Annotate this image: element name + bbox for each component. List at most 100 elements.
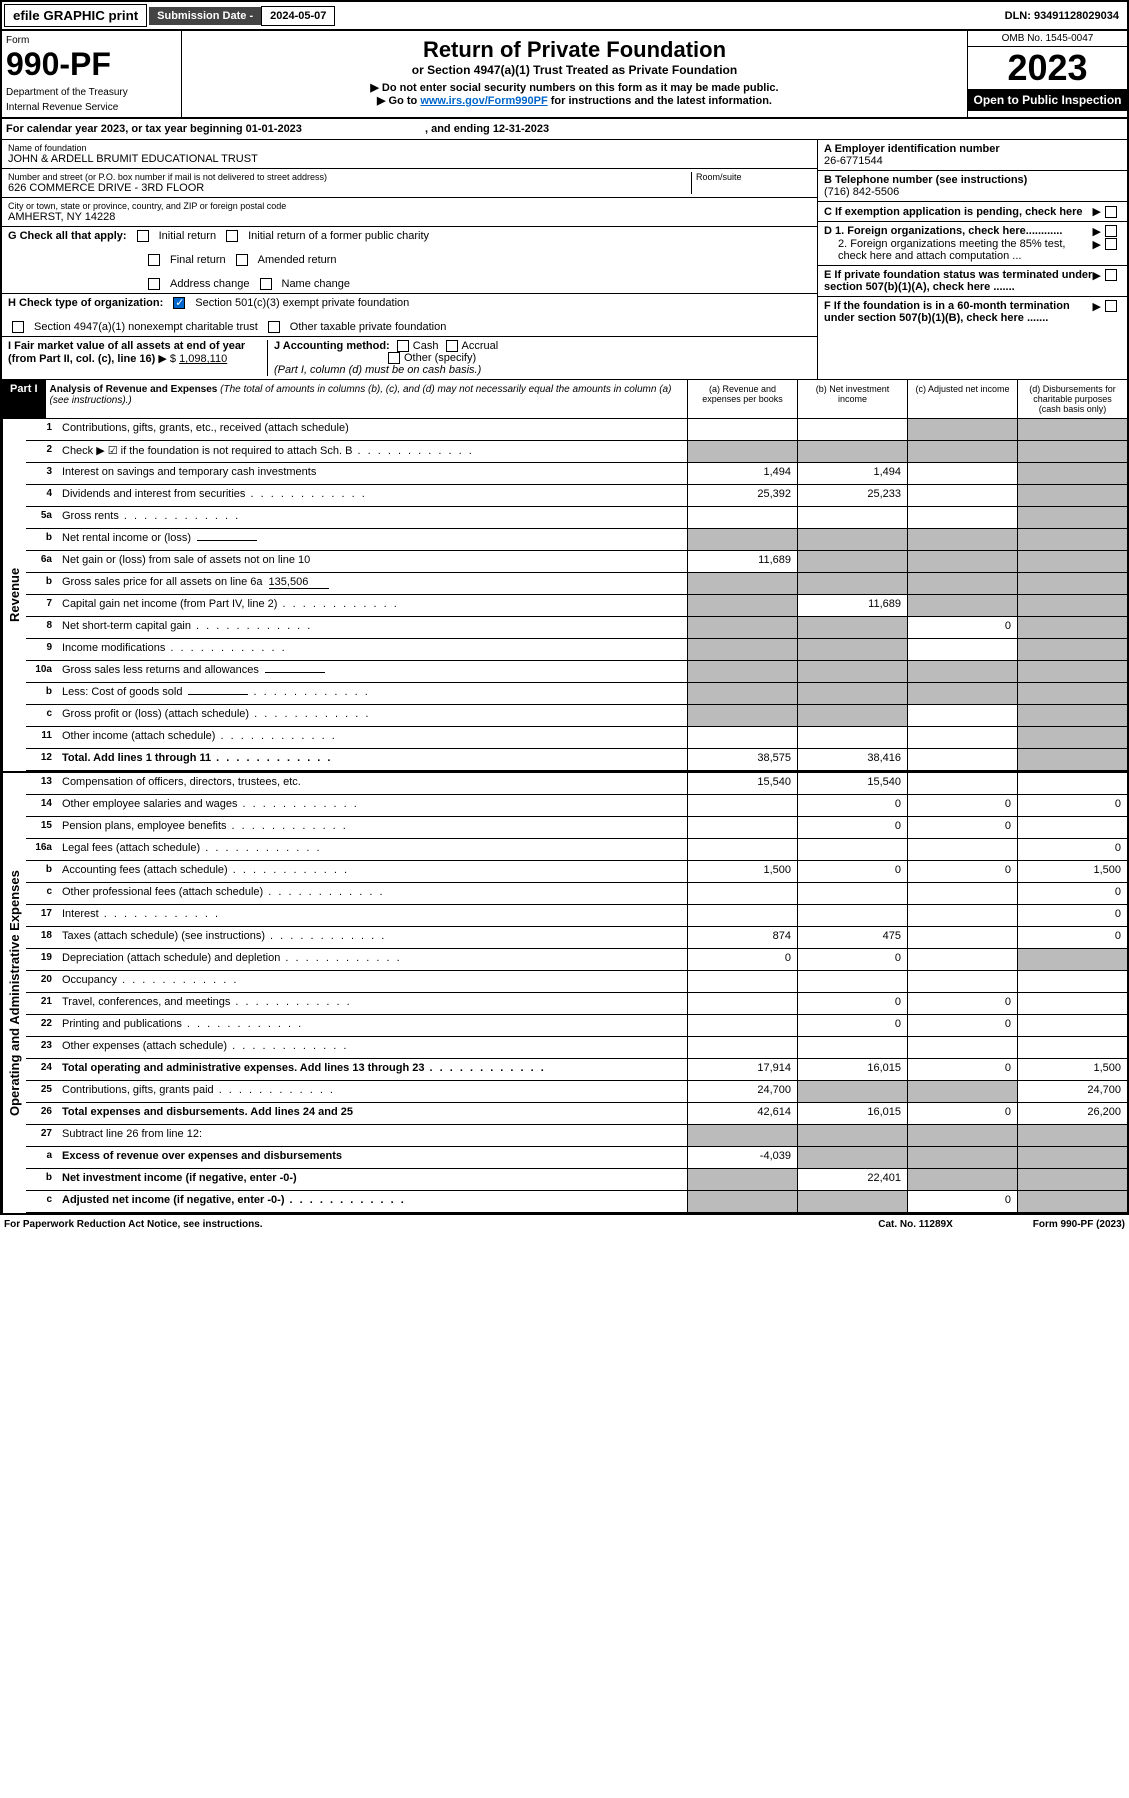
efile-print-button[interactable]: efile GRAPHIC print — [4, 4, 147, 27]
table-row: 11Other income (attach schedule) — [26, 727, 1127, 749]
data-cell — [687, 683, 797, 704]
data-cell: 11,689 — [797, 595, 907, 616]
line-number: 23 — [26, 1037, 58, 1058]
expenses-section: Operating and Administrative Expenses 13… — [2, 771, 1127, 1213]
data-cell — [797, 727, 907, 748]
data-cell — [1017, 1169, 1127, 1190]
data-cell — [1017, 705, 1127, 726]
checkbox-60-month[interactable] — [1105, 300, 1117, 312]
data-cell — [1017, 551, 1127, 572]
identity-row: Name of foundation JOHN & ARDELL BRUMIT … — [2, 140, 1127, 380]
data-cell: 25,392 — [687, 485, 797, 506]
data-cell — [797, 1037, 907, 1058]
data-cell: 0 — [907, 1191, 1017, 1212]
data-cell — [907, 749, 1017, 770]
data-cell: 1,500 — [1017, 1059, 1127, 1080]
checkbox-name-change[interactable] — [260, 278, 272, 290]
data-cell — [1017, 1125, 1127, 1146]
data-cell: 16,015 — [797, 1103, 907, 1124]
data-cell — [907, 595, 1017, 616]
line-description: Occupancy — [58, 971, 687, 992]
line-description: Total. Add lines 1 through 11 — [58, 749, 687, 770]
table-row: 12Total. Add lines 1 through 1138,57538,… — [26, 749, 1127, 771]
data-cell: 0 — [797, 949, 907, 970]
data-cell: 11,689 — [687, 551, 797, 572]
form-container: efile GRAPHIC print Submission Date - 20… — [0, 0, 1129, 1215]
line-description: Dividends and interest from securities — [58, 485, 687, 506]
data-cell — [907, 927, 1017, 948]
line-number: 5a — [26, 507, 58, 528]
checkbox-85-test[interactable] — [1105, 238, 1117, 250]
data-cell — [907, 507, 1017, 528]
data-cell — [797, 639, 907, 660]
line-description: Net rental income or (loss) — [58, 529, 687, 550]
h-label: H Check type of organization: — [8, 297, 163, 309]
checkbox-initial-return[interactable] — [137, 230, 149, 242]
checkbox-final-return[interactable] — [148, 254, 160, 266]
checkbox-other-taxable[interactable] — [268, 321, 280, 333]
checkbox-exemption-pending[interactable] — [1105, 206, 1117, 218]
data-cell — [907, 905, 1017, 926]
data-cell — [687, 883, 797, 904]
data-cell: 1,494 — [797, 463, 907, 484]
submission-date-label: Submission Date - — [149, 7, 261, 25]
checkbox-address-change[interactable] — [148, 278, 160, 290]
data-cell — [1017, 463, 1127, 484]
checkbox-4947a1[interactable] — [12, 321, 24, 333]
data-cell: 0 — [907, 817, 1017, 838]
omb-number: OMB No. 1545-0047 — [968, 31, 1127, 47]
data-cell — [687, 1169, 797, 1190]
line-number: b — [26, 1169, 58, 1190]
table-row: 26Total expenses and disbursements. Add … — [26, 1103, 1127, 1125]
data-cell — [687, 817, 797, 838]
line-description: Gross profit or (loss) (attach schedule) — [58, 705, 687, 726]
table-row: 8Net short-term capital gain0 — [26, 617, 1127, 639]
line-description: Printing and publications — [58, 1015, 687, 1036]
data-cell — [907, 773, 1017, 794]
checkbox-501c3[interactable] — [173, 297, 185, 309]
table-row: 25Contributions, gifts, grants paid24,70… — [26, 1081, 1127, 1103]
dept-treasury: Department of the Treasury — [6, 87, 177, 98]
col-b-header: (b) Net investment income — [797, 380, 907, 418]
data-cell — [687, 529, 797, 550]
data-cell — [1017, 1037, 1127, 1058]
identity-left: Name of foundation JOHN & ARDELL BRUMIT … — [2, 140, 817, 379]
data-cell: 15,540 — [797, 773, 907, 794]
checkbox-initial-former[interactable] — [226, 230, 238, 242]
table-row: cAdjusted net income (if negative, enter… — [26, 1191, 1127, 1213]
checkbox-cash[interactable] — [397, 340, 409, 352]
data-cell — [687, 1125, 797, 1146]
line-number: b — [26, 529, 58, 550]
line-description: Adjusted net income (if negative, enter … — [58, 1191, 687, 1212]
data-cell — [907, 883, 1017, 904]
line-description: Gross rents — [58, 507, 687, 528]
form-link[interactable]: www.irs.gov/Form990PF — [420, 95, 547, 107]
line-number: 21 — [26, 993, 58, 1014]
header-row: Form 990-PF Department of the Treasury I… — [2, 31, 1127, 119]
footer-right: Form 990-PF (2023) — [1033, 1219, 1125, 1230]
ein-label: A Employer identification number — [824, 143, 1121, 155]
table-row: 14Other employee salaries and wages000 — [26, 795, 1127, 817]
data-cell: 0 — [907, 617, 1017, 638]
table-row: 13Compensation of officers, directors, t… — [26, 773, 1127, 795]
data-cell — [907, 463, 1017, 484]
data-cell — [1017, 617, 1127, 638]
table-row: 22Printing and publications00 — [26, 1015, 1127, 1037]
footer: For Paperwork Reduction Act Notice, see … — [0, 1215, 1129, 1234]
data-cell — [797, 1147, 907, 1168]
table-row: aExcess of revenue over expenses and dis… — [26, 1147, 1127, 1169]
checkbox-amended-return[interactable] — [236, 254, 248, 266]
data-cell — [687, 441, 797, 462]
line-number: 25 — [26, 1081, 58, 1102]
f-label: F If the foundation is in a 60-month ter… — [824, 300, 1093, 324]
data-cell — [797, 551, 907, 572]
line-description: Net investment income (if negative, ente… — [58, 1169, 687, 1190]
checkbox-accrual[interactable] — [446, 340, 458, 352]
checkbox-other-method[interactable] — [388, 352, 400, 364]
data-cell — [907, 1147, 1017, 1168]
data-cell — [1017, 1191, 1127, 1212]
checkbox-foreign-org[interactable] — [1105, 225, 1117, 237]
checkbox-status-terminated[interactable] — [1105, 269, 1117, 281]
data-cell — [1017, 507, 1127, 528]
data-cell — [797, 419, 907, 440]
